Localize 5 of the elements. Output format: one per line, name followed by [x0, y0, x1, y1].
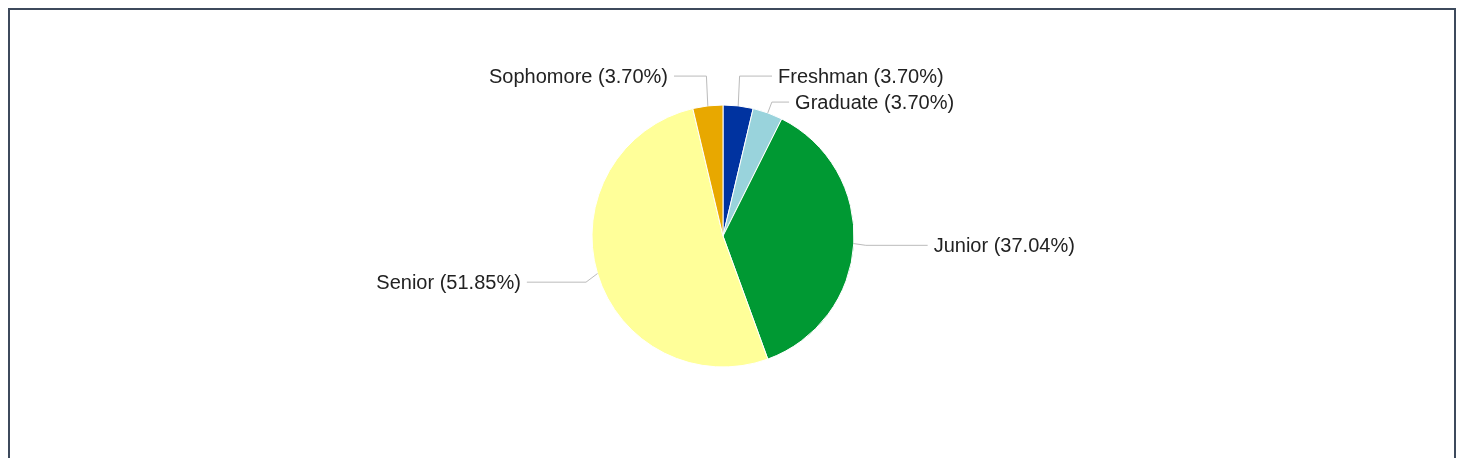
- slice-label: Freshman (3.70%): [778, 65, 944, 88]
- slice-label: Graduate (3.70%): [795, 91, 955, 114]
- slice-label: Senior (51.85%): [376, 271, 521, 294]
- slice-label: Junior (37.04%): [933, 234, 1075, 257]
- slice-label: Sophomore (3.70%): [489, 65, 668, 88]
